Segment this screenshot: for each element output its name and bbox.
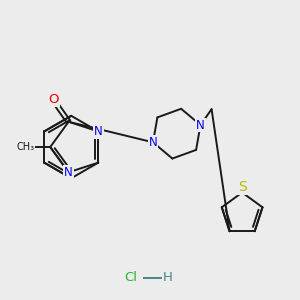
Text: N: N <box>196 118 205 131</box>
Text: Cl: Cl <box>124 271 137 284</box>
Text: N: N <box>148 136 158 149</box>
Text: S: S <box>238 180 247 194</box>
Text: CH₃: CH₃ <box>16 142 34 152</box>
Text: N: N <box>64 166 73 179</box>
Text: N: N <box>94 125 103 138</box>
Text: O: O <box>48 93 58 106</box>
Text: H: H <box>163 271 173 284</box>
